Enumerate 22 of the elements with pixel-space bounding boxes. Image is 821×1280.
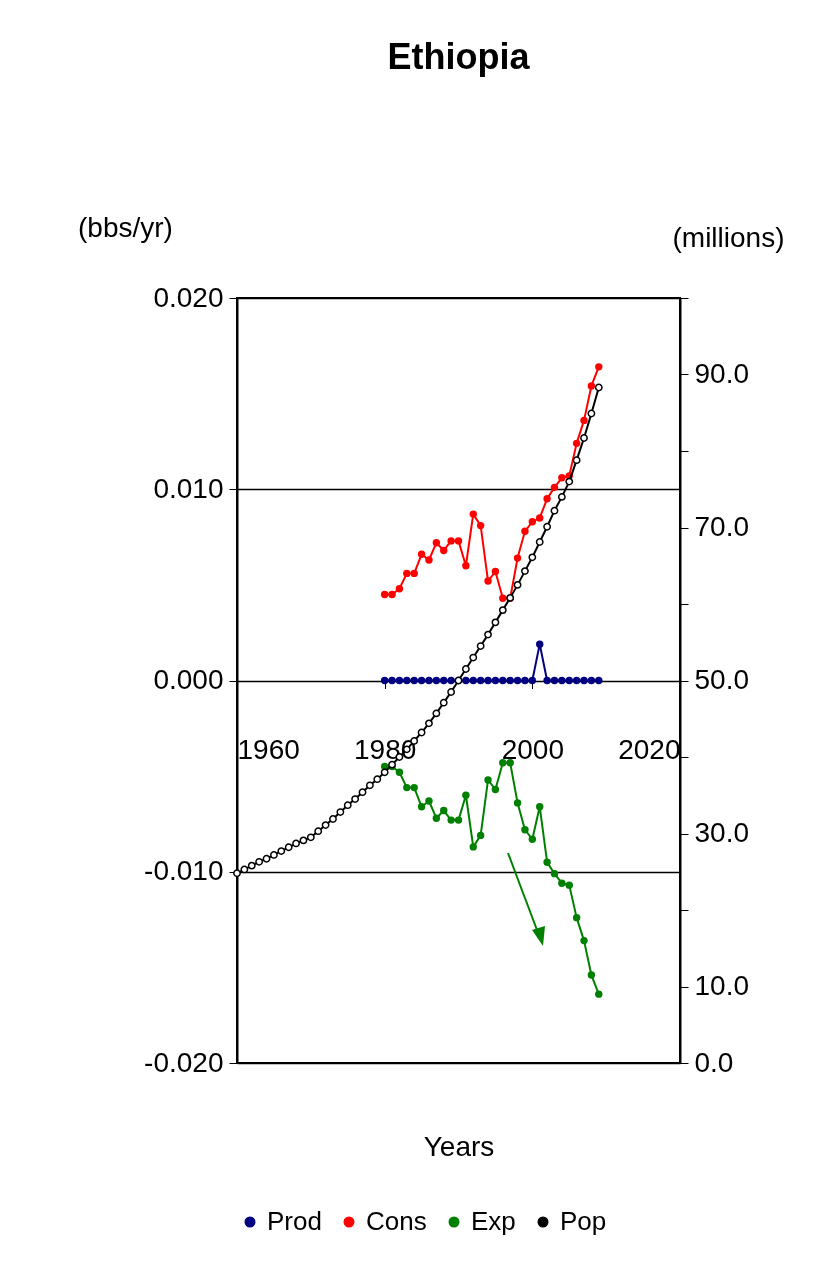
legend-label: Exp bbox=[471, 1206, 516, 1236]
y-tick-label: 0.020 bbox=[153, 281, 224, 313]
y2-tick-label: 0.0 bbox=[694, 1046, 734, 1078]
x-axis-title: Years bbox=[423, 1130, 495, 1162]
y2-tick-label: 30.0 bbox=[694, 817, 749, 848]
y2-tick-label: 50.0 bbox=[694, 664, 749, 695]
y2-tick-label: 90.0 bbox=[694, 358, 749, 389]
y-tick-label: -0.020 bbox=[144, 1046, 224, 1078]
y-tick-label: -0.010 bbox=[144, 855, 224, 887]
legend-label: Prod bbox=[267, 1206, 322, 1236]
y2-tick-label: 10.0 bbox=[694, 970, 749, 1001]
x-tick-label: 1960 bbox=[237, 734, 300, 765]
x-tick-label: 2020 bbox=[618, 734, 681, 765]
y-axis-title: (bbs/yr) bbox=[78, 211, 173, 243]
legend-label: Pop bbox=[560, 1206, 607, 1236]
y2-tick-label: 70.0 bbox=[694, 511, 749, 542]
y-tick-label: 0.010 bbox=[153, 472, 224, 504]
chart-title: Ethiopia bbox=[387, 36, 531, 77]
y-tick-label: 0.000 bbox=[153, 664, 224, 695]
x-tick-label: 2000 bbox=[501, 734, 564, 765]
legend-label: Cons bbox=[366, 1206, 427, 1236]
y2-axis-title: (millions) bbox=[672, 221, 785, 253]
